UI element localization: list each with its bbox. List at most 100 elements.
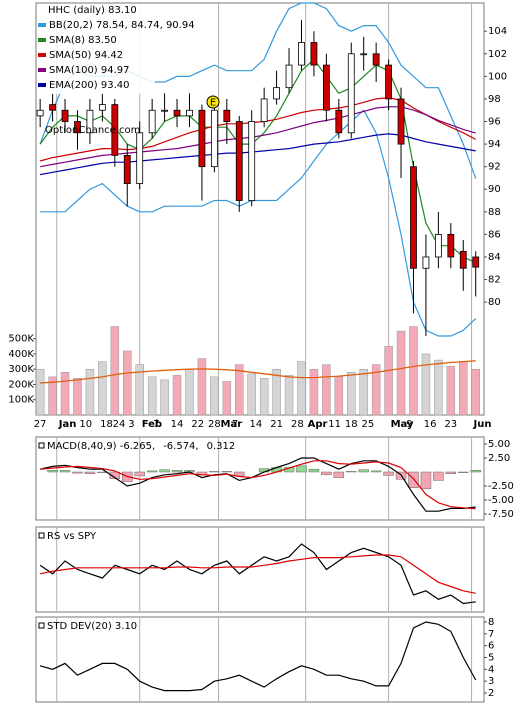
volume-bar bbox=[85, 368, 95, 416]
volume-bar bbox=[359, 368, 368, 416]
histogram-bar bbox=[333, 471, 345, 478]
indicator-line bbox=[39, 621, 477, 692]
volume-bar bbox=[446, 365, 456, 416]
y2-tick-label: 200K bbox=[8, 379, 34, 390]
candle-body bbox=[198, 109, 206, 168]
y-tick-label: 80 bbox=[488, 297, 501, 308]
volume-ma-line bbox=[40, 360, 476, 384]
watermark: OptionChance.com bbox=[45, 125, 140, 136]
candle-body bbox=[186, 109, 193, 117]
volume-bar bbox=[235, 364, 244, 416]
candle-body bbox=[136, 132, 144, 185]
candle-body bbox=[434, 233, 442, 258]
candle-body bbox=[360, 53, 368, 56]
legend-label: SMA(100) 94.97 bbox=[49, 65, 130, 76]
candle-body bbox=[335, 109, 343, 134]
volume-bar bbox=[309, 368, 319, 416]
candle-body bbox=[111, 104, 119, 156]
x-tick-label: Jan bbox=[58, 419, 77, 430]
volume-bar bbox=[210, 376, 219, 416]
candle-body bbox=[310, 42, 318, 66]
candle-body bbox=[472, 256, 480, 268]
x-tick-label: 23 bbox=[444, 419, 457, 430]
candle-body bbox=[459, 250, 467, 269]
volume-bar bbox=[48, 376, 57, 416]
volume-bar bbox=[272, 368, 281, 416]
x-tick-label: 18 bbox=[345, 419, 358, 430]
volume-bar bbox=[197, 358, 207, 416]
histogram-bar bbox=[59, 470, 71, 473]
candle-body bbox=[298, 42, 305, 66]
candle-body bbox=[61, 109, 69, 122]
candle-body bbox=[210, 109, 218, 168]
y-tick-label: 102 bbox=[488, 49, 507, 60]
histogram-bar bbox=[221, 471, 233, 473]
candle-body bbox=[74, 121, 81, 134]
y-tick-label: -5.00 bbox=[488, 495, 514, 506]
histogram-bar bbox=[47, 470, 58, 473]
histogram-bar bbox=[321, 471, 332, 476]
histogram-bar bbox=[383, 471, 394, 476]
y-tick-label: 90 bbox=[488, 184, 501, 195]
y2-tick-label: 500K bbox=[8, 334, 34, 345]
y-tick-label: 84 bbox=[488, 252, 501, 263]
candle-body bbox=[173, 109, 181, 117]
candle-body bbox=[49, 104, 56, 111]
x-tick-label: 22 bbox=[191, 419, 204, 430]
legend-marker bbox=[38, 83, 46, 87]
indicator-line bbox=[40, 460, 476, 510]
volume-bar bbox=[259, 378, 269, 416]
histogram-bar bbox=[445, 471, 457, 474]
x-tick-label: 21 bbox=[270, 419, 283, 430]
histogram-bar bbox=[420, 471, 432, 490]
candle-body bbox=[235, 121, 243, 201]
candle-body bbox=[86, 109, 94, 134]
candle-body bbox=[161, 109, 168, 112]
candle-body bbox=[36, 109, 44, 117]
volume-bar bbox=[284, 375, 294, 416]
volume-bar bbox=[73, 378, 82, 416]
x-tick-label: 25 bbox=[361, 419, 374, 430]
volume-bar bbox=[110, 326, 120, 416]
y-tick-label: 92 bbox=[488, 162, 501, 173]
indicator-line bbox=[39, 457, 476, 512]
panel bbox=[35, 526, 485, 613]
candle-body bbox=[385, 64, 392, 100]
volume-bar bbox=[421, 353, 431, 416]
y-tick-label: -2.50 bbox=[488, 481, 514, 492]
y-tick-label: 3 bbox=[488, 676, 494, 687]
volume-bar bbox=[371, 364, 381, 416]
volume-bar bbox=[322, 364, 331, 416]
x-tick-label: 10 bbox=[79, 419, 92, 430]
legend-label: -6.574, bbox=[163, 441, 198, 452]
histogram-bar bbox=[109, 471, 121, 479]
candle-body bbox=[148, 109, 156, 134]
histogram-bar bbox=[209, 471, 220, 473]
y-tick-label: 5.00 bbox=[488, 439, 510, 450]
legend-marker bbox=[38, 68, 46, 72]
y-tick-label: 7 bbox=[488, 629, 494, 640]
y-tick-label: 8 bbox=[488, 617, 494, 628]
x-tick-label: 18 bbox=[100, 419, 113, 430]
legend-marker bbox=[38, 622, 45, 629]
x-tick-label: 27 bbox=[34, 419, 47, 430]
candle-body bbox=[447, 233, 455, 258]
histogram-bar bbox=[470, 470, 481, 473]
candle-body bbox=[273, 87, 280, 100]
volume-bar bbox=[471, 368, 480, 416]
x-tick-label: 7 bbox=[232, 419, 238, 430]
earnings-label: E bbox=[210, 98, 216, 109]
volume-bar bbox=[123, 350, 132, 416]
histogram-bar bbox=[171, 470, 183, 473]
y-tick-label: 96 bbox=[488, 117, 501, 128]
candle-body bbox=[347, 53, 355, 134]
volume-bar bbox=[172, 375, 182, 416]
volume-bar bbox=[60, 372, 70, 416]
histogram-bar bbox=[370, 470, 382, 473]
x-tick-label: Feb bbox=[142, 419, 162, 430]
x-tick-label: 7 bbox=[153, 419, 159, 430]
y2-tick-label: 300K bbox=[8, 364, 34, 375]
volume-bar bbox=[384, 346, 393, 416]
y-tick-label: 88 bbox=[488, 207, 501, 218]
histogram-bar bbox=[308, 468, 320, 473]
